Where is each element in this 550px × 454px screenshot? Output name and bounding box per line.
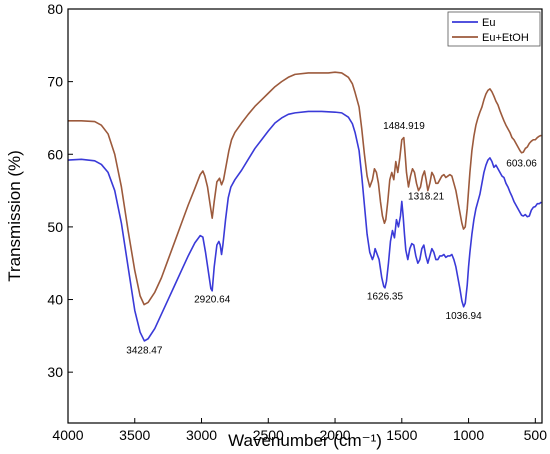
peak-annotation: 1318.21 [408, 191, 445, 202]
annotations-layer: 3428.47 2920.64 1626.35 1484.919 1318.21 1036… [126, 121, 537, 356]
series-line-eu [67, 110, 542, 342]
plot-area: 4000 3500 3000 2500 2000 1500 1000 500 30 40 50 60 7… [47, 1, 547, 443]
x-tick-label: 3500 [119, 427, 150, 443]
peak-annotation: 1626.35 [367, 292, 404, 303]
y-tick-label: 70 [47, 74, 63, 90]
x-tick-label: 2000 [319, 427, 350, 443]
plot-frame [67, 8, 543, 424]
x-tick-label: 4000 [52, 427, 83, 443]
peak-annotation: 2920.64 [194, 294, 231, 305]
peak-annotation: 1484.919 [383, 121, 425, 132]
y-tick-label: 60 [47, 146, 63, 162]
legend-entry-label: Eu [482, 17, 495, 29]
y-tick-label: 40 [47, 292, 63, 308]
x-tick-label: 3000 [186, 427, 217, 443]
y-tick-label: 30 [47, 364, 63, 380]
y-tick-label: 50 [47, 219, 63, 235]
x-tick-label: 1500 [386, 427, 417, 443]
legend: Eu Eu+EtOH [447, 11, 541, 47]
x-tick-label: 1000 [453, 427, 484, 443]
y-tick-label: 80 [47, 1, 63, 17]
x-tick-label: 2500 [253, 427, 284, 443]
peak-annotation: 3428.47 [126, 345, 163, 356]
legend-entry-label: Eu+EtOH [482, 32, 529, 44]
y-axis-label: Transmission (%) [5, 150, 24, 282]
peak-annotation: 1036.94 [446, 311, 483, 322]
x-axis-label: Wavenumber (cm⁻¹) [228, 431, 382, 450]
series-line-eu-etoh [68, 71, 542, 306]
series-layer [67, 71, 542, 342]
ticks-layer: 4000 3500 3000 2500 2000 1500 1000 500 30 40 50 60 7… [47, 1, 547, 443]
x-tick-label: 500 [524, 427, 548, 443]
peak-annotation: 603.06 [506, 159, 537, 170]
legend-box [447, 11, 541, 47]
